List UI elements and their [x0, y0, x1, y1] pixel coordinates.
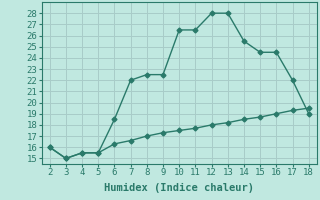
- X-axis label: Humidex (Indice chaleur): Humidex (Indice chaleur): [104, 183, 254, 193]
